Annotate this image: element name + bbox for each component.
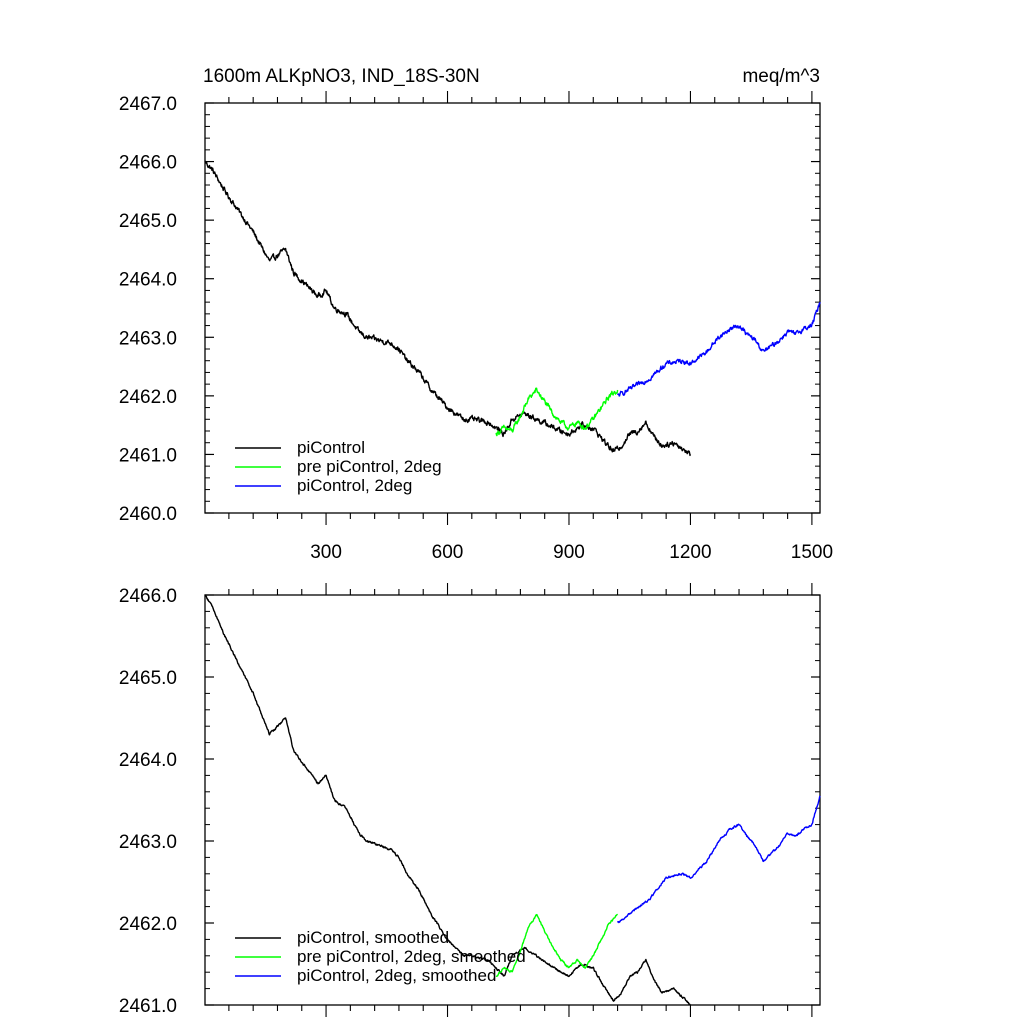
y-tick-label: 2461.0 (119, 996, 177, 1017)
legend-label: pre piControl, 2deg (297, 457, 442, 476)
y-tick-label: 2465.0 (119, 668, 177, 689)
legend-label: pre piControl, 2deg, smoothed (297, 947, 526, 966)
series-line-pre-picontrol-2deg (495, 387, 619, 437)
y-tick-label: 2460.0 (119, 504, 177, 525)
series-line-picontrol-2deg-smoothed (616, 795, 821, 924)
legend-label: piControl, smoothed (297, 928, 449, 947)
legend-label: piControl, 2deg, smoothed (297, 966, 496, 985)
y-tick-label: 2466.0 (119, 586, 177, 607)
y-tick-label: 2463.0 (119, 328, 177, 349)
top-plot-panel: 2460.0 2461.0 2462.0 2463.0 2464.0 2465.0 2466… (119, 91, 833, 563)
series-line-picontrol (204, 160, 692, 457)
y-tick-label: 2466.0 (119, 153, 177, 174)
x-tick-label: 1200 (669, 542, 711, 563)
legend-label: piControl, 2deg (297, 476, 412, 495)
y-tick-label: 2467.0 (119, 94, 177, 115)
y-tick-label: 2465.0 (119, 211, 177, 232)
y-tick-label: 2463.0 (119, 832, 177, 853)
y-tick-label: 2462.0 (119, 387, 177, 408)
y-tick-label: 2464.0 (119, 750, 177, 771)
series-line-picontrol-smoothed (204, 594, 691, 1006)
y-tick-label: 2461.0 (119, 445, 177, 466)
series-line-picontrol-2deg (616, 301, 821, 397)
y-tick-label: 2462.0 (119, 914, 177, 935)
y-tick-label: 2464.0 (119, 270, 177, 291)
x-tick-label: 900 (553, 542, 585, 563)
x-tick-label: 600 (432, 542, 464, 563)
bottom-plot-panel: 2461.0 2462.0 2463.0 2464.0 2465.0 2466.0 piC… (119, 583, 821, 1017)
top-plot-frame (204, 102, 821, 514)
units-label: meq/m^3 (742, 66, 820, 87)
chart-title: 1600m ALKpNO3, IND_18S-30N (203, 66, 480, 87)
legend-label: piControl (297, 438, 365, 457)
series-line-pre-picontrol-2deg-smoothed (495, 913, 619, 977)
x-tick-label: 300 (310, 542, 342, 563)
bottom-plot-frame (204, 594, 821, 1006)
x-tick-label: 1500 (791, 542, 833, 563)
